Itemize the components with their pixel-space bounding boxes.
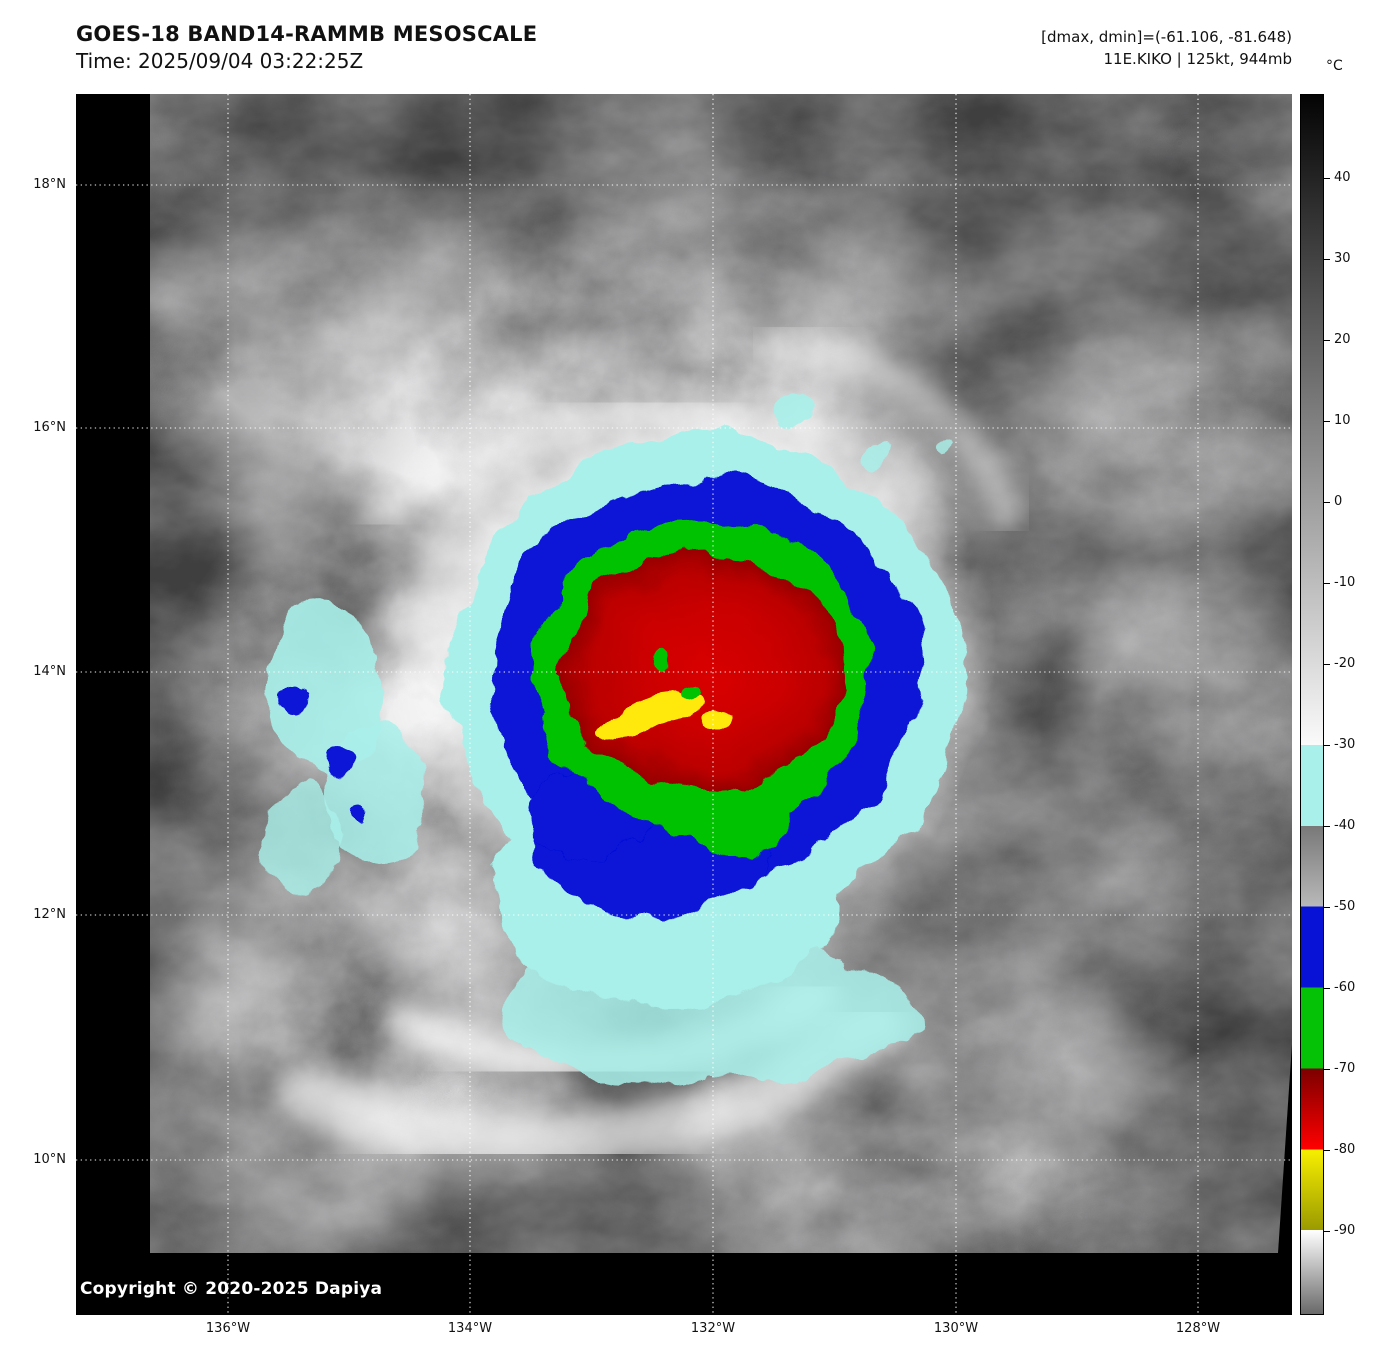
colorbar-tick	[1324, 1069, 1330, 1070]
copyright-text: Copyright © 2020-2025 Dapiya	[80, 1279, 383, 1299]
lon-axis-label: 136°W	[205, 1321, 251, 1336]
satellite-image	[76, 94, 1292, 1315]
timestamp-label: Time: 2025/09/04 03:22:25Z	[76, 49, 364, 73]
lat-axis-label: 14°N	[33, 664, 66, 679]
yellow-hotspots	[600, 690, 733, 742]
colorbar-tick	[1324, 907, 1330, 908]
colorbar-tick-label: -20	[1334, 656, 1356, 671]
dmax-dmin-readout: [dmax, dmin]=(-61.106, -81.648)	[1041, 28, 1292, 46]
colorbar-tick	[1324, 826, 1330, 827]
lon-axis-label: 132°W	[690, 1321, 736, 1336]
colorbar	[1300, 94, 1324, 1315]
colorbar-tick	[1324, 421, 1330, 422]
colorbar-tick-label: 20	[1334, 332, 1351, 347]
colorbar-tick	[1324, 340, 1330, 341]
colorbar-tick	[1324, 178, 1330, 179]
colorbar-tick-label: -60	[1334, 980, 1356, 995]
colorbar-tick	[1324, 259, 1330, 260]
colorbar-tick	[1324, 988, 1330, 989]
colorbar-tick	[1324, 583, 1330, 584]
colorbar-tick-label: -40	[1334, 818, 1356, 833]
lat-axis-label: 18°N	[33, 177, 66, 192]
lat-axis-label: 12°N	[33, 907, 66, 922]
satellite-data-region	[150, 94, 1292, 1253]
lon-axis-label: 130°W	[933, 1321, 979, 1336]
colorbar-tick-label: 30	[1334, 251, 1351, 266]
colorbar-tick-label: -70	[1334, 1061, 1356, 1076]
colorbar-tick-label: -50	[1334, 899, 1356, 914]
colorbar-tick-label: -30	[1334, 737, 1356, 752]
header-right: [dmax, dmin]=(-61.106, -81.648) 11E.KIKO…	[1041, 26, 1292, 70]
satellite-plot	[76, 94, 1292, 1315]
eye-green-specks	[651, 653, 692, 700]
colorbar-tick-label: -90	[1334, 1223, 1356, 1238]
lon-axis-label: 128°W	[1175, 1321, 1221, 1336]
colorbar-tick	[1324, 1150, 1330, 1151]
colorbar-tick	[1324, 664, 1330, 665]
lat-axis-label: 16°N	[33, 420, 66, 435]
lat-axis-label: 10°N	[33, 1152, 66, 1167]
colorbar-tick	[1324, 745, 1330, 746]
graticule-overlay	[76, 94, 1292, 1315]
page-title: GOES-18 BAND14-RAMMB MESOSCALE	[76, 22, 538, 46]
colorbar-tick-label: 0	[1334, 494, 1343, 509]
colorbar-tick-label: -80	[1334, 1142, 1356, 1157]
colorbar-tick-label: -10	[1334, 575, 1356, 590]
storm-status: 11E.KIKO | 125kt, 944mb	[1103, 50, 1292, 68]
colorbar-tick	[1324, 502, 1330, 503]
colorbar-tick-label: 10	[1334, 413, 1351, 428]
colorbar-tick	[1324, 1231, 1330, 1232]
colorbar-tick-label: 40	[1334, 170, 1351, 185]
swath-edge	[1278, 1044, 1292, 1253]
lon-axis-label: 134°W	[447, 1321, 493, 1336]
hurricane-rings	[261, 389, 964, 1084]
colorbar-unit-label: °C	[1326, 58, 1343, 74]
